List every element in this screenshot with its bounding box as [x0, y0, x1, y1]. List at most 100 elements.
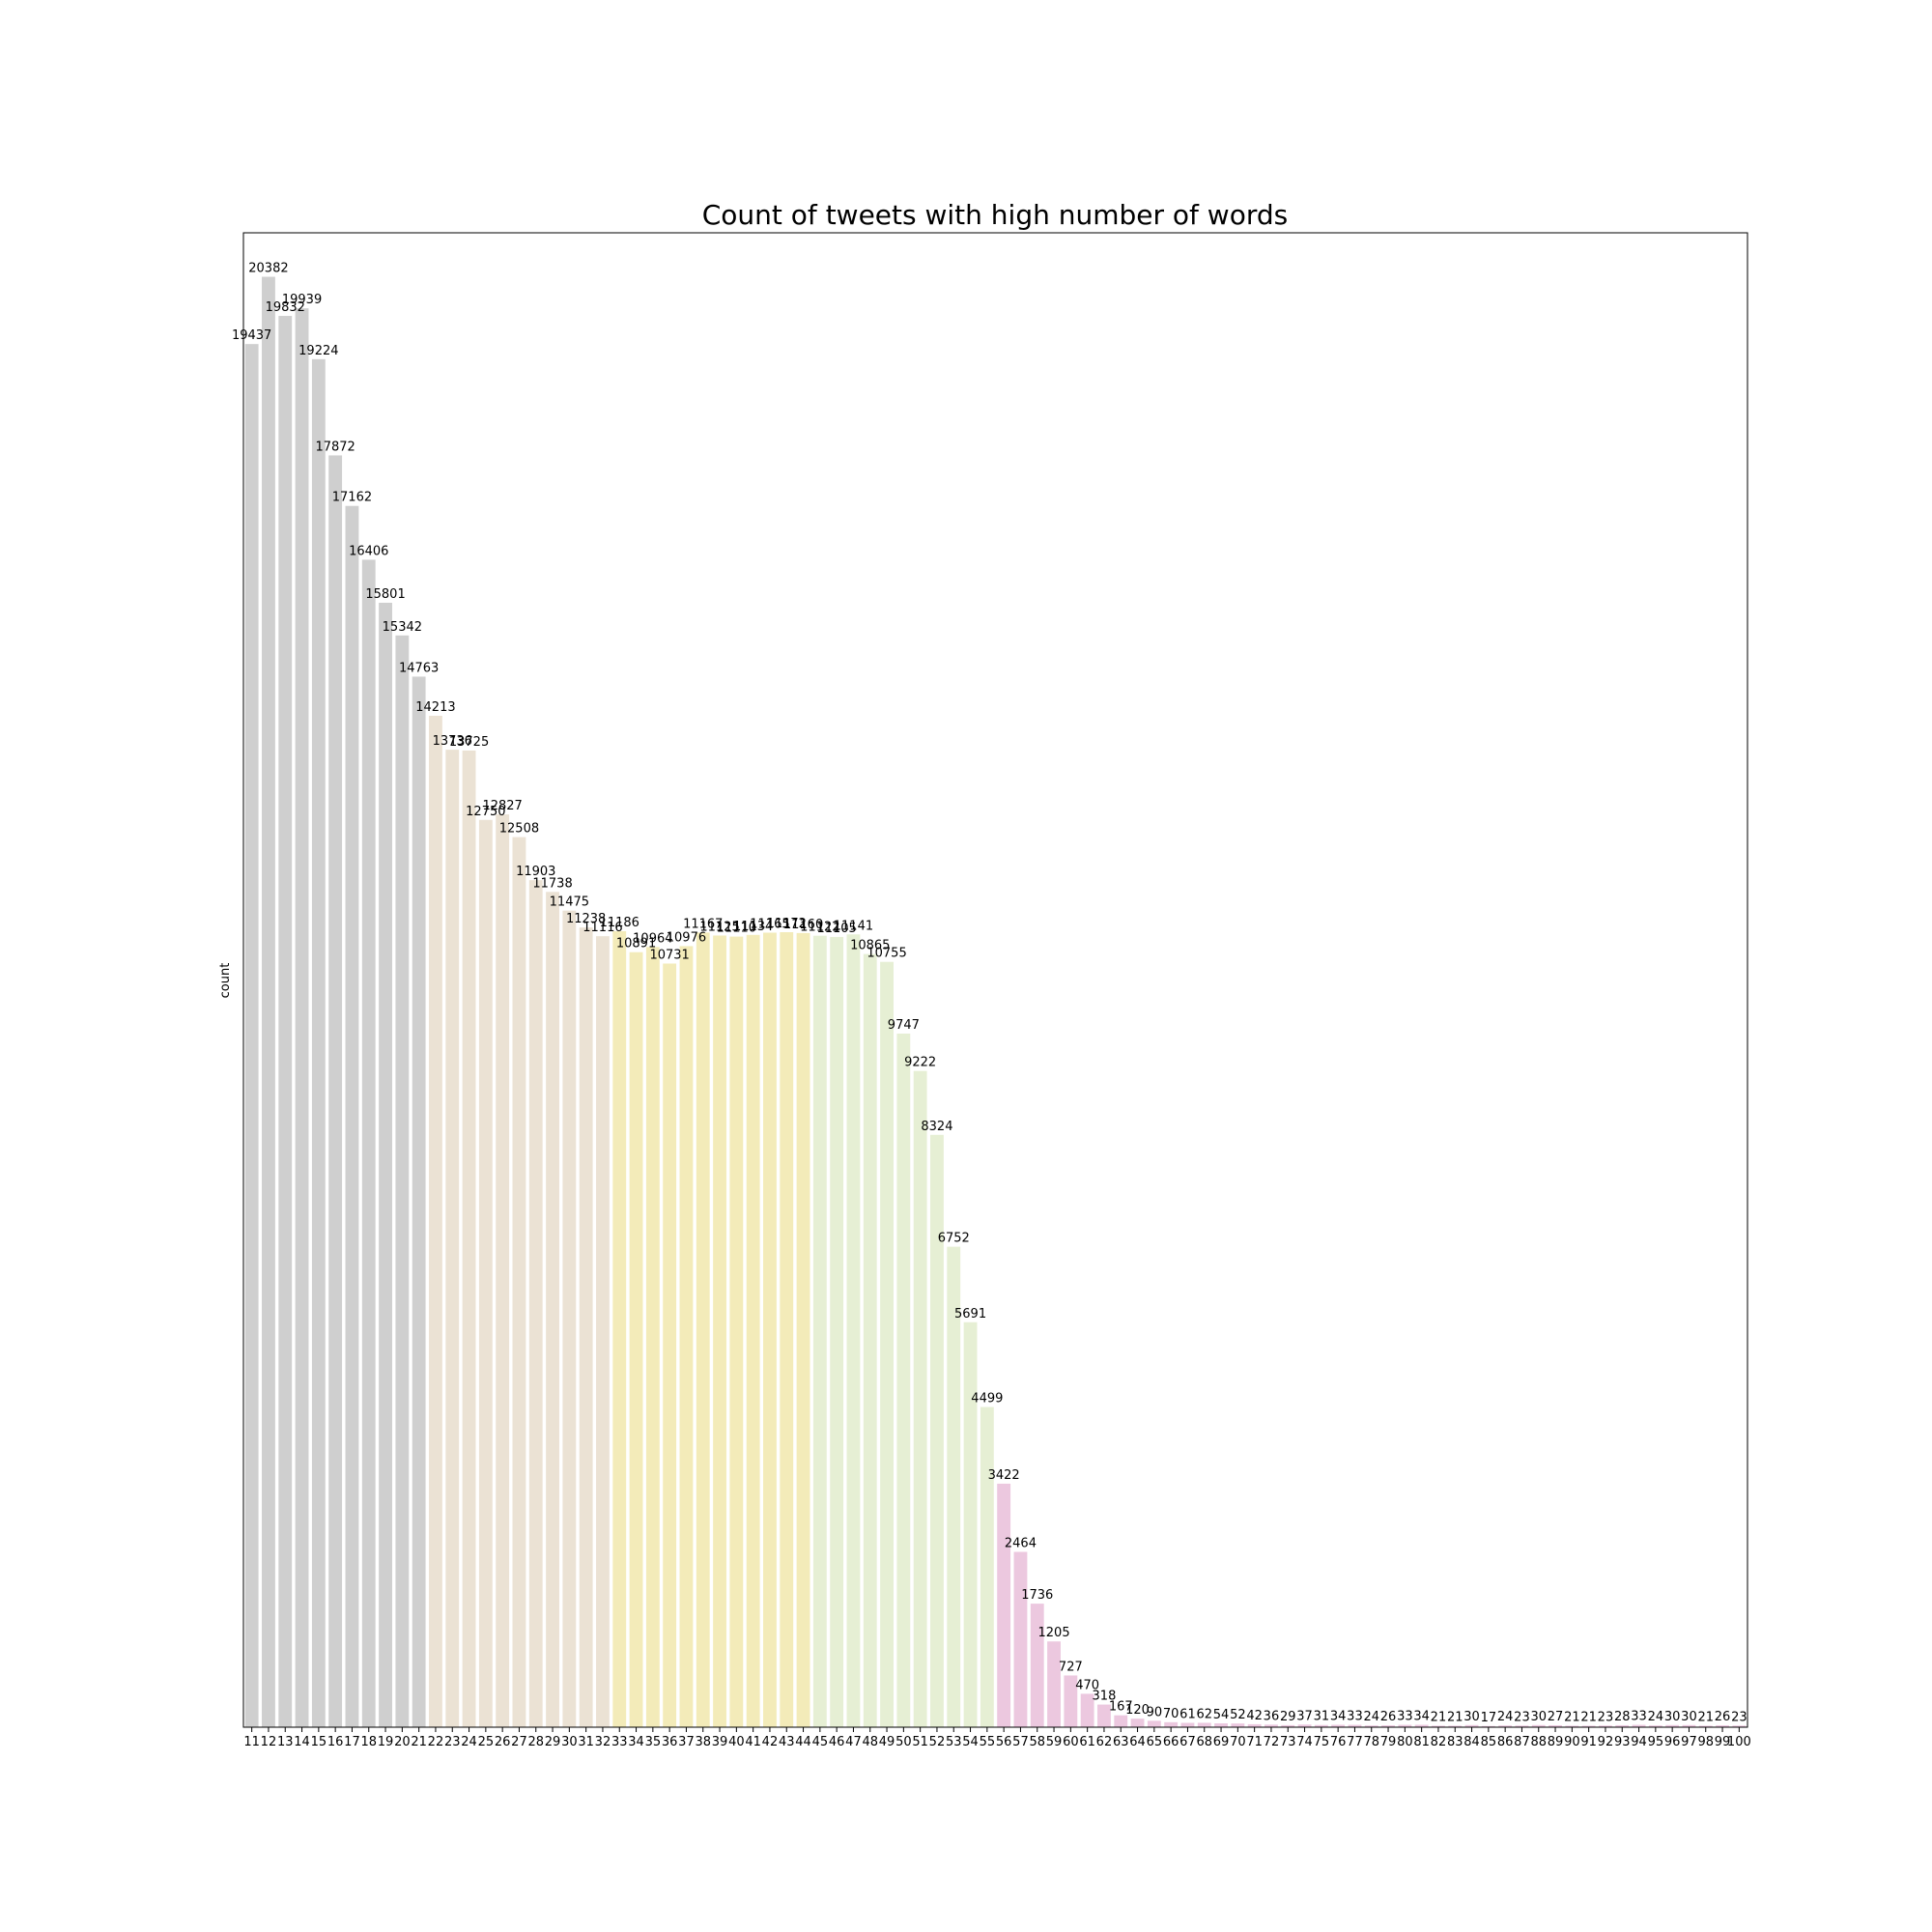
data-label-57: 2464 [1005, 1536, 1037, 1550]
bar-13 [278, 316, 293, 1727]
data-label-47: 11141 [834, 919, 873, 933]
data-label-55: 4499 [971, 1392, 1003, 1406]
x-tick-label-76: 76 [1330, 1735, 1347, 1749]
bar-70 [1231, 1723, 1245, 1727]
bar-25 [478, 819, 493, 1727]
data-label-52: 8324 [921, 1120, 952, 1134]
x-tick-label-96: 96 [1664, 1735, 1681, 1749]
data-label-84: 30 [1463, 1710, 1480, 1724]
bar-73 [1281, 1724, 1295, 1727]
data-label-45: 11122 [800, 921, 839, 935]
x-tick-label-84: 84 [1463, 1735, 1480, 1749]
data-label-99: 26 [1715, 1710, 1731, 1724]
x-tick-label-60: 60 [1063, 1735, 1079, 1749]
data-label-72: 36 [1264, 1709, 1280, 1723]
x-tick-label-41: 41 [745, 1735, 761, 1749]
x-tick-label-65: 65 [1147, 1735, 1163, 1749]
x-tick-label-24: 24 [461, 1735, 477, 1749]
x-tick-label-28: 28 [527, 1735, 544, 1749]
bar-78 [1364, 1725, 1378, 1727]
x-tick-label-79: 79 [1380, 1735, 1397, 1749]
data-label-18: 16406 [349, 544, 388, 558]
data-label-81: 34 [1413, 1710, 1430, 1724]
x-tick-label-74: 74 [1296, 1735, 1313, 1749]
bar-60 [1064, 1675, 1078, 1727]
data-label-76: 34 [1330, 1710, 1347, 1724]
bar-57 [1013, 1551, 1028, 1727]
data-label-61: 470 [1075, 1678, 1099, 1692]
bar-19 [379, 602, 392, 1727]
plot-frame [242, 232, 1748, 1728]
bar-23 [445, 750, 460, 1727]
x-tick-label-42: 42 [762, 1735, 779, 1749]
data-label-21: 14763 [399, 661, 439, 675]
data-label-17: 17162 [332, 491, 372, 505]
data-label-39: 11125 [699, 920, 739, 934]
x-tick-label-11: 11 [243, 1735, 260, 1749]
x-tick-label-94: 94 [1631, 1735, 1647, 1749]
bar-98 [1698, 1725, 1713, 1727]
bar-88 [1531, 1724, 1546, 1727]
x-tick-label-26: 26 [495, 1735, 511, 1749]
x-tick-label-33: 33 [611, 1735, 628, 1749]
data-label-79: 26 [1380, 1710, 1397, 1724]
data-label-91: 21 [1580, 1710, 1597, 1724]
x-tick-label-36: 36 [662, 1735, 678, 1749]
bar-54 [963, 1321, 978, 1727]
data-label-59: 1205 [1038, 1626, 1070, 1640]
data-label-70: 52 [1230, 1708, 1246, 1722]
x-tick-label-57: 57 [1012, 1735, 1029, 1749]
bar-53 [947, 1246, 961, 1727]
data-label-13: 19832 [266, 300, 305, 315]
data-label-69: 54 [1213, 1708, 1230, 1722]
data-label-56: 3422 [988, 1468, 1020, 1483]
bar-71 [1247, 1723, 1262, 1727]
x-tick-label-97: 97 [1681, 1735, 1697, 1749]
bar-41 [746, 934, 760, 1727]
data-label-38: 11167 [683, 917, 723, 931]
bar-64 [1130, 1719, 1145, 1727]
x-tick-label-70: 70 [1230, 1735, 1246, 1749]
x-tick-label-43: 43 [779, 1735, 795, 1749]
data-label-29: 11738 [532, 876, 572, 891]
x-tick-label-63: 63 [1113, 1735, 1129, 1749]
x-tick-label-45: 45 [812, 1735, 829, 1749]
data-label-54: 5691 [954, 1307, 986, 1321]
x-axis-ticks: 11 12 13 14 15 16 17 18 19 20 21 22 23 24 25 26 27 28 29 30… [243, 1727, 1751, 1749]
bar-89 [1548, 1725, 1562, 1727]
bar-43 [780, 932, 794, 1727]
data-label-75: 31 [1314, 1710, 1330, 1724]
bar-50 [896, 1033, 911, 1727]
x-tick-label-59: 59 [1046, 1735, 1063, 1749]
x-tick-label-85: 85 [1481, 1735, 1497, 1749]
bar-72 [1264, 1724, 1278, 1727]
data-label-63: 167 [1109, 1700, 1133, 1715]
data-label-31: 11238 [566, 912, 606, 926]
data-label-67: 61 [1179, 1708, 1196, 1722]
x-tick-label-20: 20 [394, 1735, 411, 1749]
data-label-19: 15801 [365, 587, 405, 602]
x-tick-label-19: 19 [378, 1735, 394, 1749]
bar-21 [412, 676, 426, 1728]
data-label-22: 14213 [415, 700, 455, 715]
bar-66 [1164, 1721, 1179, 1727]
x-tick-label-88: 88 [1530, 1735, 1547, 1749]
bar-27 [512, 837, 526, 1727]
x-tick-label-21: 21 [411, 1735, 427, 1749]
bar-95 [1648, 1725, 1662, 1727]
data-label-26: 12827 [482, 799, 522, 813]
x-tick-label-38: 38 [695, 1735, 711, 1749]
bar-85 [1481, 1725, 1495, 1727]
bar-91 [1581, 1725, 1596, 1727]
x-tick-label-95: 95 [1648, 1735, 1664, 1749]
bar-16 [328, 455, 343, 1728]
data-label-46: 11105 [816, 922, 856, 936]
x-tick-label-87: 87 [1514, 1735, 1530, 1749]
x-tick-label-62: 62 [1096, 1735, 1113, 1749]
data-label-23: 13736 [433, 734, 472, 749]
x-tick-label-37: 37 [678, 1735, 695, 1749]
x-tick-label-67: 67 [1179, 1735, 1196, 1749]
bar-92 [1599, 1725, 1612, 1727]
bar-80 [1398, 1724, 1412, 1727]
data-label-41: 11134 [733, 920, 773, 934]
